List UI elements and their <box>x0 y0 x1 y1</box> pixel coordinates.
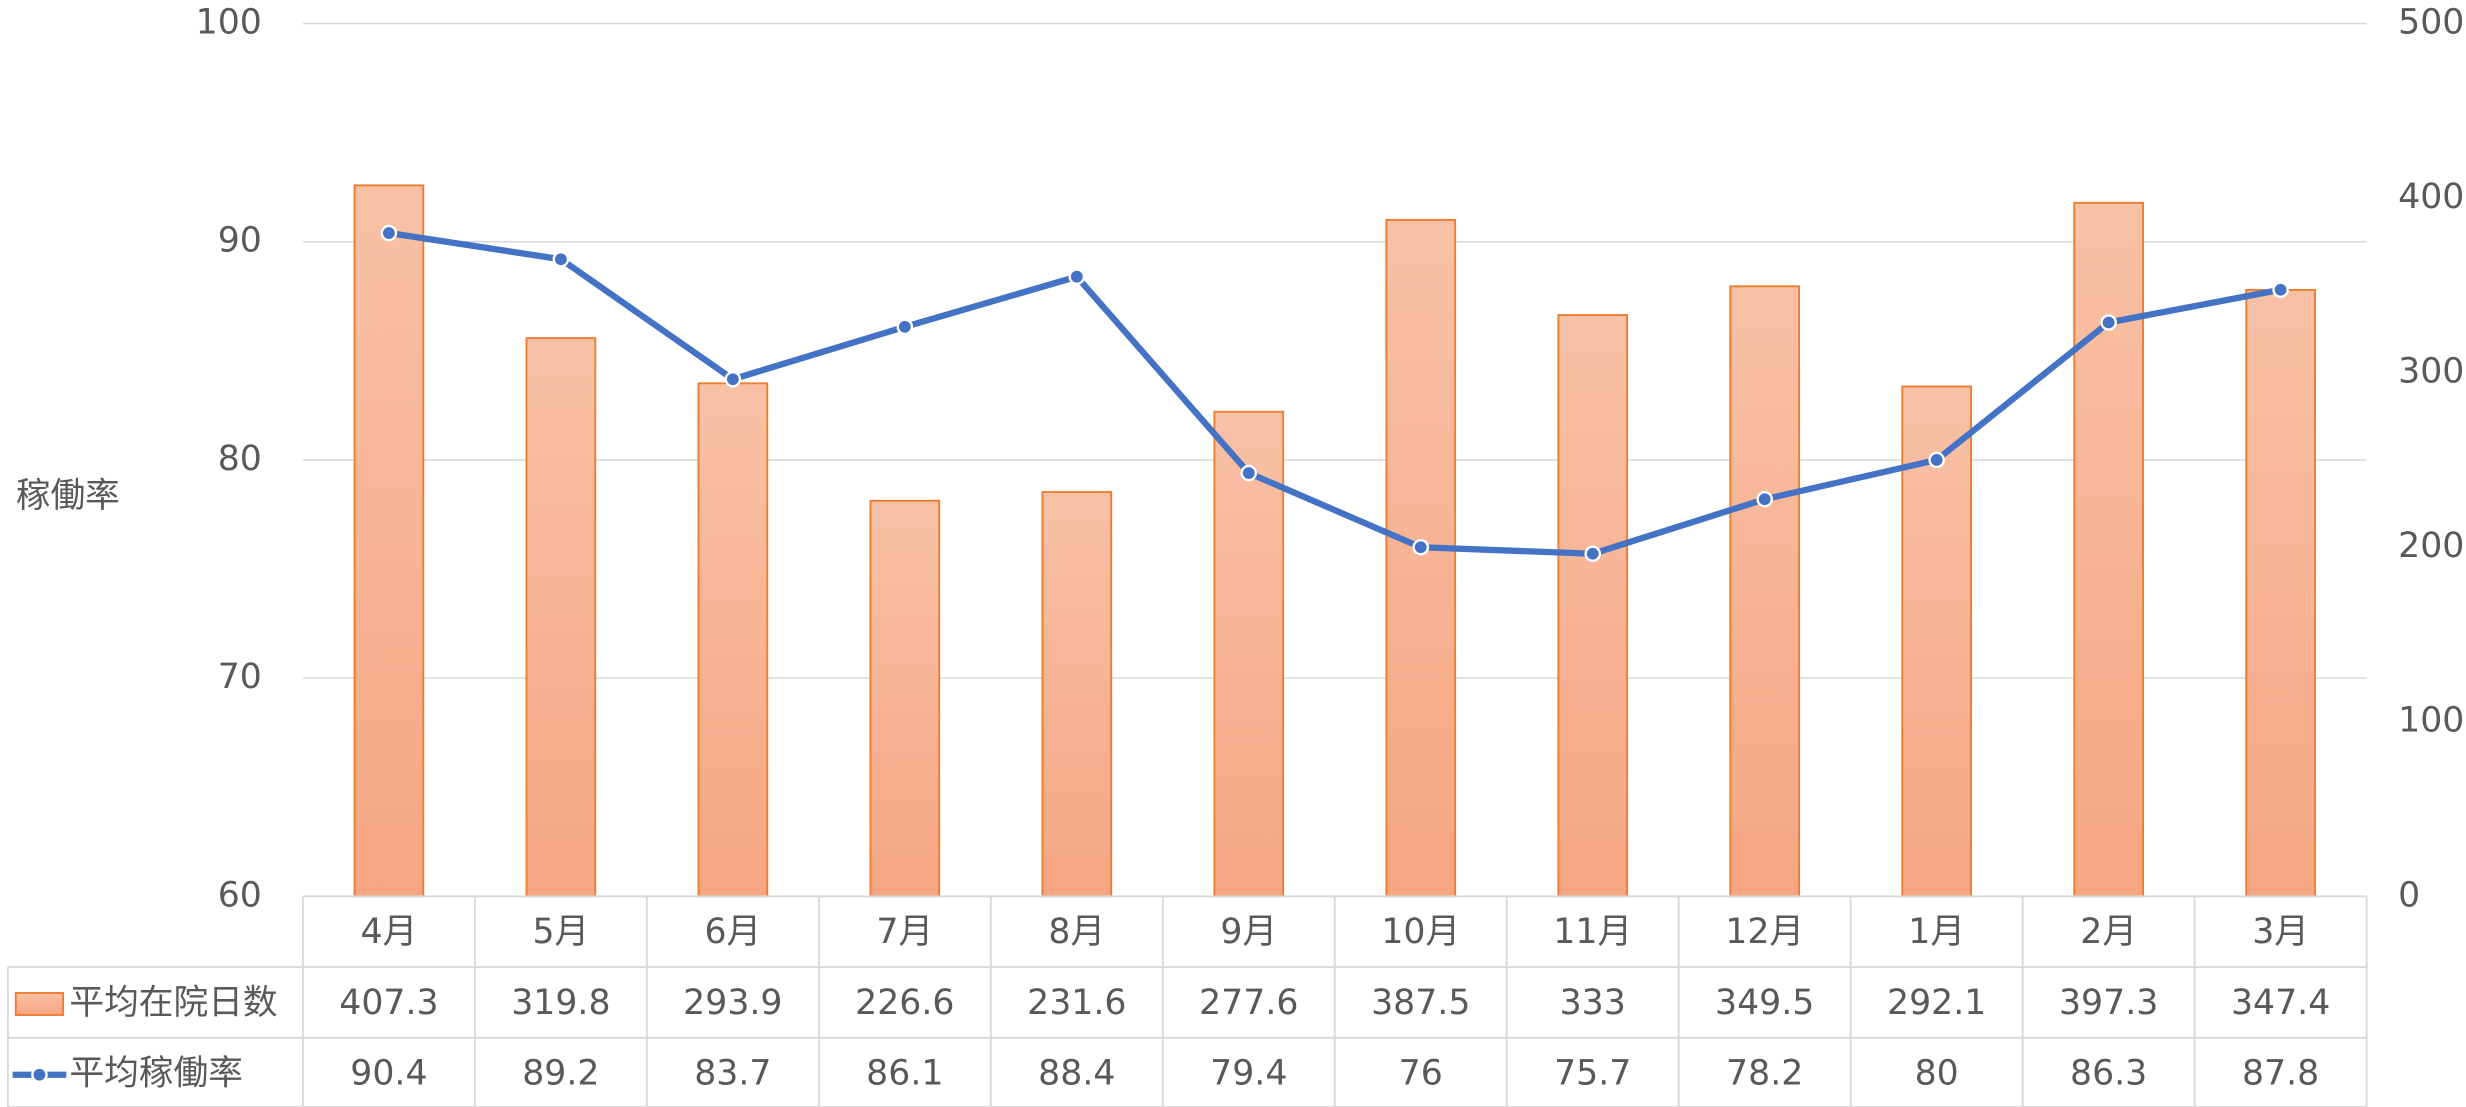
legend-key <box>14 992 65 1016</box>
bar <box>1213 410 1285 898</box>
x-tick-label: 12月 <box>1725 912 1804 952</box>
bar <box>1557 314 1629 898</box>
line-marker <box>1068 268 1086 285</box>
table-value: 397.3 <box>2059 983 2158 1023</box>
x-tick-label: 10月 <box>1381 912 1460 952</box>
table-value: 79.4 <box>1210 1054 1287 1094</box>
table-value: 75.7 <box>1554 1054 1631 1094</box>
table-value: 277.6 <box>1199 983 1298 1023</box>
table-value: 90.4 <box>350 1054 427 1094</box>
x-tick-label: 6月 <box>704 912 761 952</box>
table-value: 80 <box>1915 1054 1959 1094</box>
table-value: 86.1 <box>866 1054 943 1094</box>
x-tick-label: 2月 <box>2080 912 2137 952</box>
line-marker <box>1412 538 1430 556</box>
bar <box>353 184 425 898</box>
y2-tick-label: 100 <box>2398 701 2464 741</box>
x-tick-label: 9月 <box>1220 912 1277 952</box>
legend-label: 平均在院日数 <box>69 983 277 1023</box>
table-value: 387.5 <box>1371 983 1470 1023</box>
y-axis-label: 稼働率 <box>16 476 120 516</box>
x-tick-label: 8月 <box>1048 912 1105 952</box>
line-marker <box>724 370 742 388</box>
line-marker <box>380 224 398 242</box>
line-marker <box>552 250 570 268</box>
line-marker <box>2272 281 2289 299</box>
y2-tick-label: 200 <box>2398 526 2464 566</box>
table-value: 88.4 <box>1038 1054 1115 1094</box>
x-tick-label: 4月 <box>361 912 418 952</box>
y-tick-label: 60 <box>218 875 262 915</box>
bar <box>2245 288 2316 898</box>
table-value: 76 <box>1399 1054 1443 1094</box>
table-value: 319.8 <box>511 983 610 1023</box>
line <box>388 229 2282 557</box>
x-tick-label: 7月 <box>876 912 933 952</box>
bar <box>869 499 941 898</box>
x-tick-label: 1月 <box>1908 912 1965 952</box>
bar <box>1041 491 1113 898</box>
table-value: 333 <box>1560 983 1626 1023</box>
bar <box>525 337 597 898</box>
bar <box>1385 219 1457 898</box>
y2-tick-label: 500 <box>2398 3 2464 43</box>
table-value: 231.6 <box>1027 983 1126 1023</box>
y2-tick-label: 300 <box>2398 352 2464 392</box>
table-value: 292.1 <box>1887 983 1986 1023</box>
bar <box>1729 285 1801 898</box>
table-value: 347.4 <box>2231 983 2330 1023</box>
y-tick-label: 70 <box>218 657 262 697</box>
table-value: 293.9 <box>683 983 782 1023</box>
line-marker <box>1928 451 1945 469</box>
table-value: 407.3 <box>339 983 438 1023</box>
line-marker <box>2100 314 2117 331</box>
y2-tick-label: 400 <box>2398 177 2464 217</box>
y-tick-label: 100 <box>196 3 262 43</box>
line-marker <box>1756 490 1773 508</box>
y-tick-label: 80 <box>218 439 262 479</box>
legend-label: 平均稼働率 <box>69 1054 242 1094</box>
table-value: 89.2 <box>522 1054 599 1094</box>
table-value: 349.5 <box>1715 983 1814 1023</box>
table-value: 83.7 <box>694 1054 771 1094</box>
bar <box>2073 201 2144 898</box>
line-marker <box>896 318 914 336</box>
legend-key <box>31 1066 48 1084</box>
x-tick-label: 11月 <box>1553 912 1632 952</box>
line-marker <box>1584 545 1602 563</box>
table-value: 87.8 <box>2242 1054 2319 1094</box>
x-tick-label: 3月 <box>2252 912 2309 952</box>
table-value: 86.3 <box>2070 1054 2147 1094</box>
bar <box>697 382 769 898</box>
y2-tick-label: 0 <box>2398 875 2420 915</box>
table-value: 226.6 <box>855 983 954 1023</box>
x-tick-label: 5月 <box>532 912 589 952</box>
line-marker <box>1240 464 1258 482</box>
table-value: 78.2 <box>1726 1054 1803 1094</box>
y-tick-label: 90 <box>218 221 262 261</box>
